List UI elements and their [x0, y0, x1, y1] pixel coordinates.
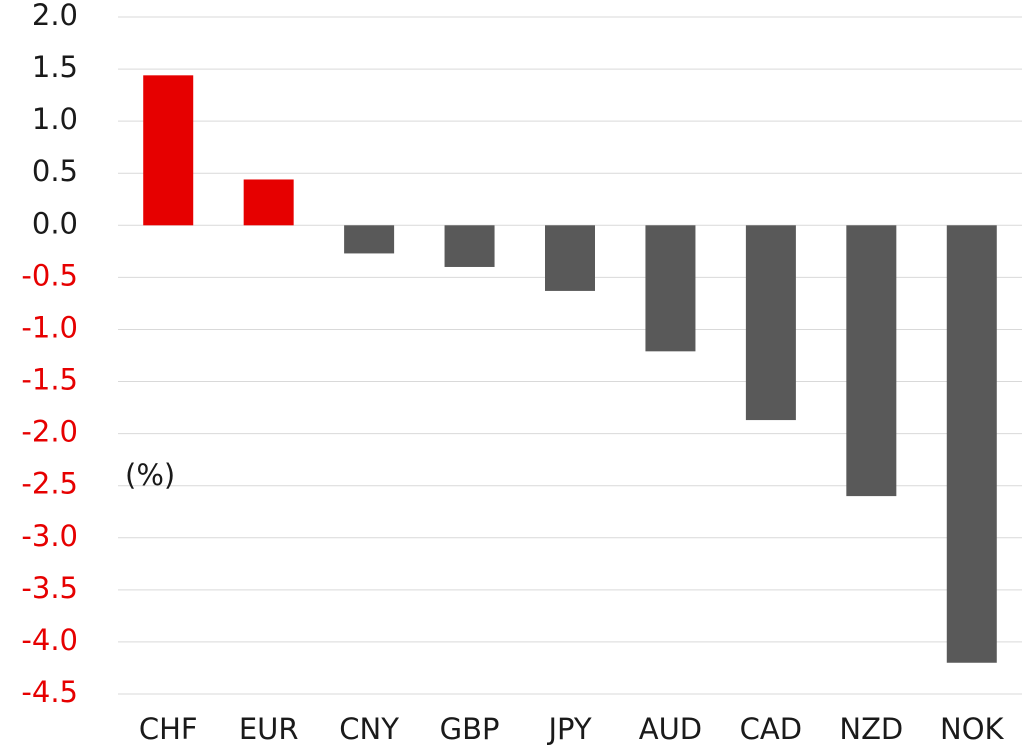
x-tick-label: CAD	[740, 712, 802, 746]
bar	[344, 225, 395, 254]
x-tick-label: NZD	[839, 712, 903, 746]
bar	[846, 225, 897, 497]
x-tick-label: AUD	[639, 712, 702, 746]
x-tick-label: CHF	[139, 712, 198, 746]
bar	[545, 225, 595, 291]
x-tick-label: GBP	[440, 712, 500, 746]
y-tick-label: -2.0	[21, 415, 78, 449]
y-tick-label: -2.5	[21, 467, 78, 501]
y-tick-label: 1.5	[32, 50, 78, 84]
x-tick-label: JPY	[546, 712, 591, 746]
y-tick-label: -4.0	[21, 623, 78, 657]
bar	[946, 225, 997, 663]
x-tick-label: NOK	[940, 712, 1005, 746]
x-tick-label: EUR	[239, 712, 299, 746]
y-tick-label: -0.5	[21, 258, 78, 292]
y-tick-label: 0.5	[32, 154, 78, 188]
y-tick-label: -1.5	[21, 363, 78, 397]
y-tick-label: 2.0	[32, 0, 78, 32]
y-tick-label: -1.0	[21, 310, 78, 344]
y-tick-label: -3.0	[21, 519, 78, 553]
y-tick-label: 1.0	[32, 102, 78, 136]
bar	[444, 225, 495, 267]
bar	[143, 75, 194, 226]
y-tick-label: -4.5	[21, 675, 78, 709]
y-tick-label: -3.5	[21, 571, 78, 605]
unit-annotation: (%)	[125, 458, 175, 492]
bar	[645, 225, 696, 352]
y-tick-label: 0.0	[32, 206, 78, 240]
x-tick-label: CNY	[339, 712, 399, 746]
bar	[243, 179, 294, 226]
bar	[745, 225, 796, 421]
